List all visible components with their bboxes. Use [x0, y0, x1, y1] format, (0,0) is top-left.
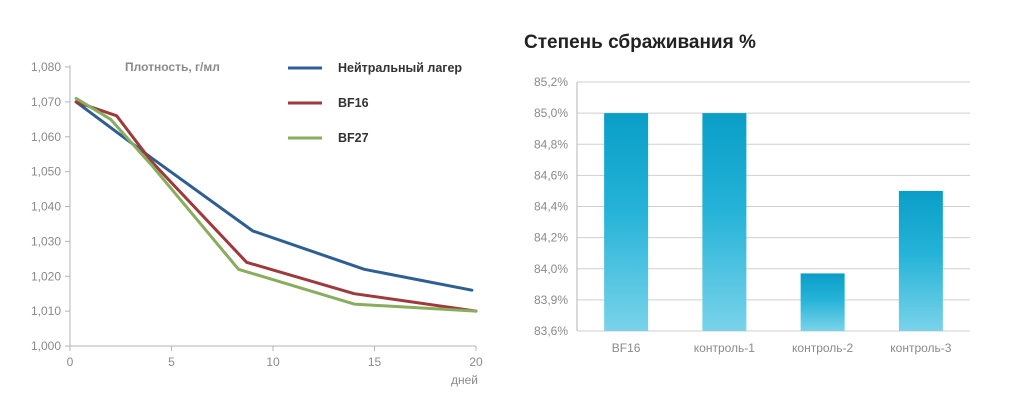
- line-y-axis-title: Плотность, г/мл: [125, 60, 220, 74]
- bar-3: [800, 273, 845, 331]
- line-x-tick-label: 0: [67, 355, 74, 369]
- line-y-tick-label: 1,010: [31, 304, 61, 318]
- bar-y-tick-label: 83,9%: [534, 293, 568, 307]
- bar-y-tick-label: 84,6%: [534, 168, 568, 182]
- line-x-tick-label: 20: [469, 355, 483, 369]
- bar-4: [898, 190, 943, 331]
- bar-category-label: BF16: [612, 341, 641, 355]
- bar-category-label: контроль-1: [694, 341, 756, 355]
- bar-2: [702, 113, 747, 331]
- line-y-tick-label: 1,050: [31, 165, 61, 179]
- line-series-3: [74, 96, 478, 313]
- line-y-tick-label: 1,000: [31, 339, 61, 353]
- legend-label-3: BF27: [338, 131, 369, 145]
- bar-y-tick-label: 84,4%: [534, 200, 568, 214]
- line-y-tick-label: 1,070: [31, 95, 61, 109]
- line-x-tick-label: 15: [368, 355, 382, 369]
- bar-category-label: контроль-3: [890, 341, 952, 355]
- bar-y-tick-label: 84,2%: [534, 231, 568, 245]
- bar-y-tick-label: 85,2%: [534, 75, 568, 89]
- line-y-tick-label: 1,040: [31, 200, 61, 214]
- line-x-tick-label: 5: [168, 355, 175, 369]
- legend-label-2: BF16: [338, 96, 369, 110]
- bar-y-tick-label: 83,6%: [534, 324, 568, 338]
- line-y-tick-label: 1,020: [31, 269, 61, 283]
- bar-y-tick-label: 84,8%: [534, 137, 568, 151]
- bar-y-tick-label: 85,0%: [534, 106, 568, 120]
- legend-label-1: Нейтральный лагер: [338, 61, 462, 75]
- bar-1: [604, 113, 649, 331]
- line-y-tick-label: 1,030: [31, 234, 61, 248]
- line-y-tick-label: 1,060: [31, 130, 61, 144]
- line-series-1: [74, 100, 474, 292]
- bar-y-tick-label: 84,0%: [534, 262, 568, 276]
- bar-category-label: контроль-2: [792, 341, 854, 355]
- line-y-tick-label: 1,080: [31, 60, 61, 74]
- bar-chart-title: Степень сбраживания %: [524, 32, 756, 53]
- line-x-tick-label: 10: [266, 355, 280, 369]
- line-series-2: [74, 100, 478, 313]
- line-x-axis-label: дней: [451, 373, 478, 387]
